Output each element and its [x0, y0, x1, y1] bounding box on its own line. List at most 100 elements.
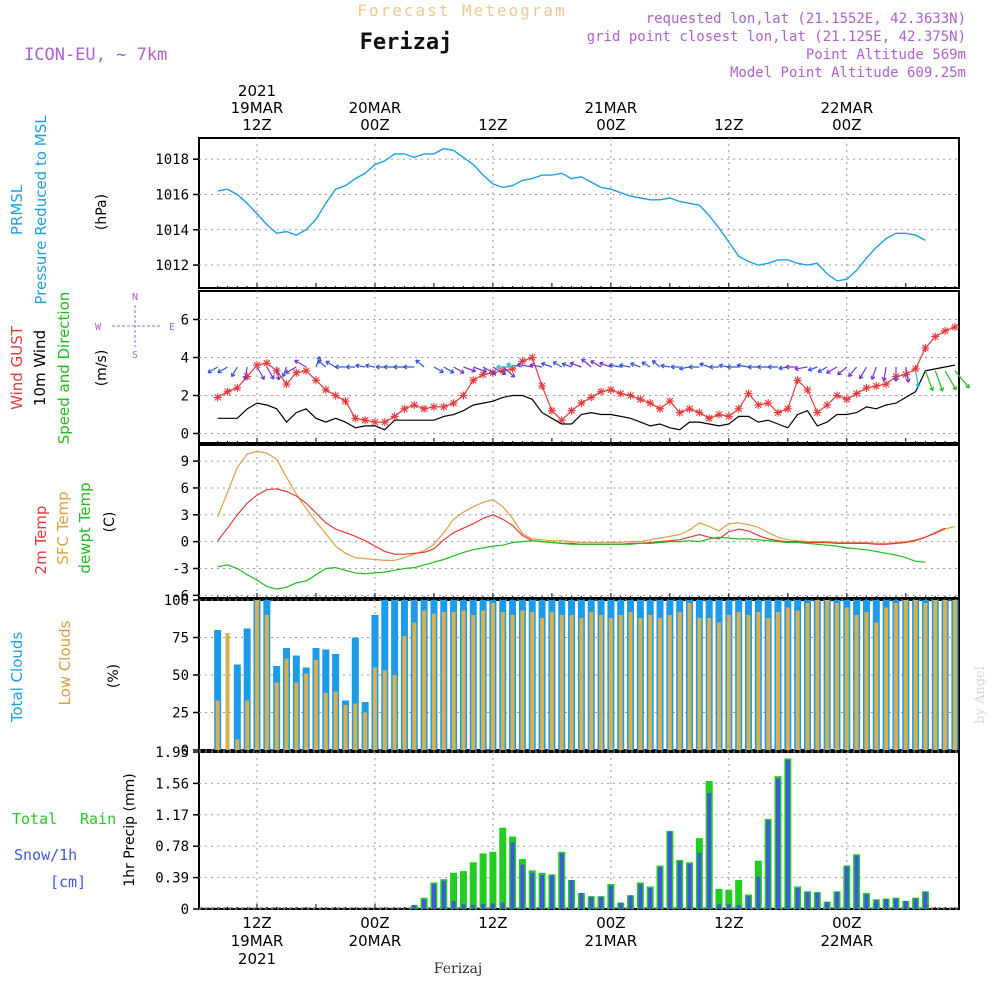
- precip-label-cm: [cm]: [50, 873, 86, 891]
- gust-marker: [321, 385, 330, 394]
- low-cloud-bar: [834, 603, 839, 750]
- gust-marker: [872, 382, 881, 390]
- low-cloud-bar: [284, 658, 289, 750]
- snow-bar: [638, 884, 643, 909]
- low-cloud-bar: [323, 693, 328, 750]
- low-cloud-bar: [304, 673, 309, 750]
- wind-label-10m: 10m Wind: [31, 330, 49, 406]
- top-time-label: 12Z: [242, 116, 271, 134]
- snow-bar: [559, 853, 564, 909]
- low-cloud-bar: [471, 615, 476, 750]
- wind-arrow: [699, 362, 710, 368]
- low-cloud-bar: [756, 612, 761, 750]
- gust-marker: [803, 385, 812, 394]
- snow-bar: [431, 884, 436, 909]
- gust-marker: [587, 393, 596, 402]
- pressure-unit: (hPa): [94, 194, 110, 230]
- low-cloud-bar: [372, 667, 377, 750]
- plot-layer: 10121014101610180246-6-30369025507510000…: [155, 82, 970, 968]
- wind-arrow: [334, 364, 346, 370]
- bottom-time-label: 00Z: [832, 914, 861, 932]
- gust-marker: [223, 387, 232, 396]
- gust-marker: [695, 408, 704, 417]
- gust-marker: [498, 366, 507, 375]
- grid-coords: grid point closest lon,lat (21.125E, 42.…: [587, 29, 966, 45]
- low-cloud-bar: [854, 615, 859, 750]
- low-cloud-bar: [294, 682, 299, 750]
- low-cloud-bar: [775, 612, 780, 750]
- wind-arrow: [767, 364, 778, 370]
- snow-bar: [677, 861, 682, 909]
- pressure-label-2: Pressure Reduced to MSL: [32, 115, 50, 305]
- snow-bar: [520, 864, 525, 909]
- low-cloud-bar: [353, 703, 358, 750]
- gust-marker: [783, 404, 792, 413]
- snow-bar: [579, 892, 584, 909]
- gust-marker: [233, 383, 242, 392]
- top-time-label: 19MAR: [231, 99, 284, 117]
- gust-marker: [606, 385, 615, 394]
- low-cloud-bar: [490, 603, 495, 750]
- precip-ylabel: 1hr Precip (mm): [122, 773, 138, 886]
- low-cloud-bar: [952, 600, 957, 750]
- gust-marker: [213, 393, 222, 402]
- y-tick-label: 1012: [155, 258, 189, 274]
- wind-arrow: [275, 366, 281, 381]
- gust-marker: [518, 357, 527, 366]
- bottom-time-label: 22MAR: [820, 932, 873, 950]
- low-cloud-bar: [264, 615, 269, 750]
- temp-label-2m: 2m Temp: [32, 506, 50, 575]
- snow-bar: [422, 899, 427, 909]
- gust-marker: [646, 399, 655, 408]
- total-cloud-bar: [233, 664, 241, 750]
- rain-bar: [715, 888, 723, 909]
- low-cloud-bar: [923, 603, 928, 750]
- compass-n: N: [132, 292, 138, 303]
- gust-marker: [302, 366, 311, 375]
- gust-marker: [685, 404, 694, 413]
- credit-watermark: by Angel: [973, 666, 988, 724]
- wind-arrow: [915, 370, 921, 388]
- temp-panel-labels: 2m Temp SFC Temp dewpt Temp (C): [32, 482, 118, 574]
- bottom-time-label: 12Z: [714, 914, 743, 932]
- low-cloud-bar: [559, 615, 564, 750]
- gust-marker: [793, 376, 802, 385]
- point-altitude: Point Altitude 569m: [806, 47, 966, 63]
- snow-bar: [461, 904, 466, 909]
- snow-bar: [540, 875, 545, 909]
- bottom-time-label: 19MAR: [231, 932, 284, 950]
- gust-marker: [380, 418, 389, 427]
- temp-label-sfc: SFC Temp: [54, 491, 72, 564]
- gust-marker: [420, 404, 429, 413]
- dewpt-line: [217, 536, 926, 590]
- top-time-label: 22MAR: [820, 99, 873, 117]
- product-title: Forecast Meteogram: [357, 1, 566, 20]
- gust-marker: [272, 366, 281, 375]
- gust-marker: [557, 416, 566, 425]
- low-cloud-bar: [225, 633, 230, 750]
- pressure-line: [217, 147, 926, 282]
- wind-arrow: [281, 366, 288, 378]
- bottom-time-label: 12Z: [478, 914, 507, 932]
- snow-bar: [628, 895, 633, 909]
- gust-marker: [882, 380, 891, 389]
- gust-marker: [921, 344, 930, 352]
- y-tick-label: 6: [181, 481, 189, 497]
- wind-arrow: [747, 364, 759, 370]
- top-time-label: 12Z: [714, 116, 743, 134]
- wind-arrow: [641, 361, 651, 368]
- requested-coords: requested lon,lat (21.1552E, 42.3633N): [646, 11, 966, 27]
- low-cloud-bar: [638, 618, 643, 750]
- wind-arrow: [433, 366, 444, 374]
- snow-bar: [441, 880, 446, 909]
- wind-arrow: [817, 366, 828, 373]
- gust-marker: [253, 361, 261, 370]
- snow-bar: [530, 872, 535, 909]
- gust-marker: [675, 408, 684, 417]
- y-tick-label: -6: [172, 588, 189, 604]
- low-cloud-bar: [697, 618, 702, 750]
- wind-panel-labels: Wind GUST 10m Wind Speed and Direction (…: [8, 292, 175, 445]
- y-tick-label: 50: [172, 668, 189, 684]
- precip-label-rain: Rain: [80, 810, 116, 828]
- top-time-label: 2021: [238, 82, 276, 100]
